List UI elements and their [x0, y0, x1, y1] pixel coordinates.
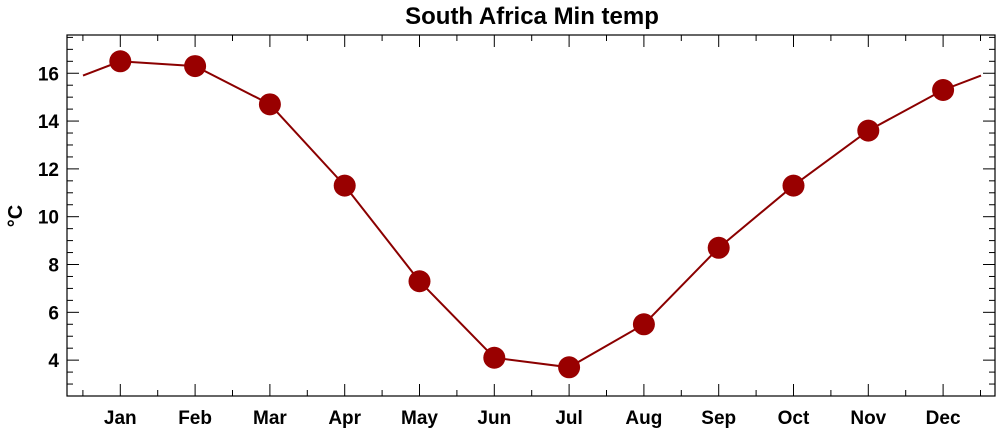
x-tick-label: Sep: [701, 408, 736, 429]
chart-title: South Africa Min temp: [405, 3, 659, 30]
data-point: [408, 270, 431, 293]
y-tick-label: 14: [38, 112, 60, 133]
x-tick-label: Nov: [850, 408, 886, 429]
x-tick-label: Jan: [104, 408, 137, 429]
y-tick-label: 16: [38, 64, 59, 85]
x-tick-label: Jun: [477, 408, 511, 429]
x-tick-label: Feb: [178, 408, 212, 429]
data-point: [707, 236, 730, 259]
data-point: [932, 78, 955, 101]
data-point: [857, 119, 880, 142]
plot-frame: [66, 34, 996, 397]
series-line: [82, 60, 982, 369]
y-tick-label: 8: [48, 256, 59, 277]
y-tick-label: 4: [48, 351, 59, 372]
data-point: [782, 174, 805, 197]
y-tick-label: 10: [38, 208, 59, 229]
x-tick-label: Oct: [778, 408, 810, 429]
data-point: [483, 346, 506, 369]
x-tick-label: Jul: [555, 408, 582, 429]
data-point: [184, 55, 207, 78]
x-tick-label: Dec: [926, 408, 961, 429]
data-point: [258, 93, 281, 116]
x-tick-label: Aug: [625, 408, 662, 429]
x-tick-label: Apr: [328, 408, 361, 429]
data-point: [333, 174, 356, 197]
y-axis-label: °C: [5, 205, 27, 227]
data-point: [632, 313, 655, 336]
data-point: [109, 50, 132, 73]
y-tick-label: 12: [38, 160, 59, 181]
y-tick-label: 6: [48, 303, 59, 324]
x-tick-label: May: [401, 408, 438, 429]
x-tick-label: Mar: [253, 408, 287, 429]
plot-area: 4 6 8 10 12 14 16 Jan Feb Mar Apr May Jun Jul Aug Sep Oc…: [38, 34, 996, 429]
data-point: [558, 356, 581, 379]
